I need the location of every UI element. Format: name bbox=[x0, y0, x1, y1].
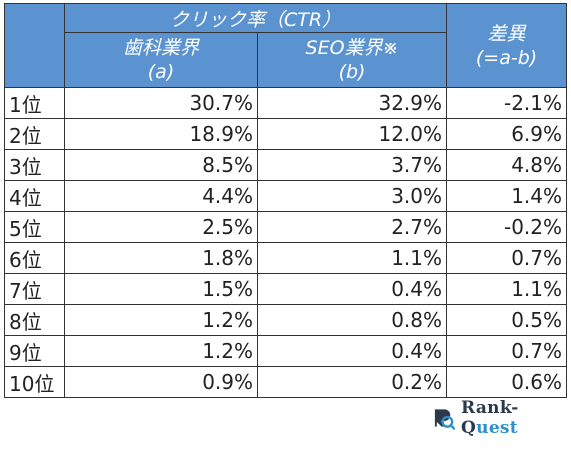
rank-cell: 4位 bbox=[4, 180, 65, 212]
seo-ctr-cell: 1.1% bbox=[256, 242, 448, 274]
dental-ctr-cell: 30.7% bbox=[64, 87, 258, 119]
table-row: 8位 1.2% 0.8% 0.5% bbox=[4, 304, 568, 336]
rank-header-cell bbox=[4, 3, 65, 88]
seo-ctr-cell: 3.0% bbox=[256, 180, 448, 212]
rank-cell: 8位 bbox=[4, 304, 65, 336]
diff-header: 差異 (=a-b) bbox=[446, 3, 568, 88]
table-body: 1位 30.7% 32.9% -2.1% 2位 18.9% 12.0% 6.9% 3位 8.5% 3… bbox=[4, 87, 568, 398]
dental-ctr-cell: 1.2% bbox=[64, 335, 258, 367]
seo-header-label: SEO業界※ bbox=[305, 37, 399, 59]
table-row: 5位 2.5% 2.7% -0.2% bbox=[4, 211, 568, 243]
rank-quest-logo-icon bbox=[434, 409, 456, 430]
logo-text-accent: uest bbox=[476, 418, 518, 438]
table-row: 10位 0.9% 0.2% 0.6% bbox=[4, 366, 568, 398]
seo-ctr-cell: 32.9% bbox=[256, 87, 448, 119]
dental-ctr-cell: 1.8% bbox=[64, 242, 258, 274]
dental-ctr-cell: 1.2% bbox=[64, 304, 258, 336]
seo-ctr-cell: 0.2% bbox=[256, 366, 448, 398]
logo-text-main: Rank-Q bbox=[461, 398, 519, 438]
seo-ctr-cell: 12.0% bbox=[256, 118, 448, 150]
ctr-comparison-table: クリック率（CTR） 差異 (=a-b) 歯科業界 (a) SEO業界※ (b)… bbox=[4, 3, 568, 398]
diff-cell: 4.8% bbox=[446, 149, 568, 181]
seo-ctr-cell: 0.8% bbox=[256, 304, 448, 336]
dental-ctr-cell: 4.4% bbox=[64, 180, 258, 212]
seo-ctr-cell: 2.7% bbox=[256, 211, 448, 243]
dental-ctr-cell: 0.9% bbox=[64, 366, 258, 398]
diff-cell: 0.7% bbox=[446, 242, 568, 274]
table-row: 2位 18.9% 12.0% 6.9% bbox=[4, 118, 568, 150]
seo-ctr-cell: 3.7% bbox=[256, 149, 448, 181]
diff-cell: -2.1% bbox=[446, 87, 568, 119]
seo-ctr-cell: 0.4% bbox=[256, 273, 448, 305]
dental-ctr-cell: 8.5% bbox=[64, 149, 258, 181]
diff-header-label: 差異 bbox=[487, 22, 526, 45]
table-row: 6位 1.8% 1.1% 0.7% bbox=[4, 242, 568, 274]
diff-cell: -0.2% bbox=[446, 211, 568, 243]
diff-cell: 0.7% bbox=[446, 335, 568, 367]
rank-cell: 3位 bbox=[4, 149, 65, 181]
diff-cell: 0.5% bbox=[446, 304, 568, 336]
rank-cell: 6位 bbox=[4, 242, 65, 274]
rank-cell: 7位 bbox=[4, 273, 65, 305]
dental-industry-header: 歯科業界 (a) bbox=[64, 32, 258, 88]
rank-cell: 9位 bbox=[4, 335, 65, 367]
table-row: 4位 4.4% 3.0% 1.4% bbox=[4, 180, 568, 212]
diff-cell: 1.1% bbox=[446, 273, 568, 305]
rank-cell: 10位 bbox=[4, 366, 65, 398]
seo-header-sub: (b) bbox=[338, 61, 366, 83]
rank-cell: 1位 bbox=[4, 87, 65, 119]
seo-industry-header: SEO業界※ (b) bbox=[256, 32, 448, 88]
diff-header-formula: (=a-b) bbox=[475, 46, 538, 69]
table-row: 9位 1.2% 0.4% 0.7% bbox=[4, 335, 568, 367]
seo-ctr-cell: 0.4% bbox=[256, 335, 448, 367]
table-row: 3位 8.5% 3.7% 4.8% bbox=[4, 149, 568, 181]
table-row: 7位 1.5% 0.4% 1.1% bbox=[4, 273, 568, 305]
logo-text: Rank-Quest bbox=[461, 398, 571, 438]
rank-cell: 5位 bbox=[4, 211, 65, 243]
dental-header-label: 歯科業界 bbox=[122, 37, 199, 59]
table-row: 1位 30.7% 32.9% -2.1% bbox=[4, 87, 568, 119]
dental-ctr-cell: 1.5% bbox=[64, 273, 258, 305]
dental-header-sub: (a) bbox=[147, 61, 175, 83]
rank-quest-logo: Rank-Quest bbox=[432, 398, 571, 438]
rank-cell: 2位 bbox=[4, 118, 65, 150]
diff-cell: 6.9% bbox=[446, 118, 568, 150]
diff-cell: 0.6% bbox=[446, 366, 568, 398]
dental-ctr-cell: 2.5% bbox=[64, 211, 258, 243]
ctr-group-header: クリック率（CTR） bbox=[63, 3, 448, 33]
diff-cell: 1.4% bbox=[446, 180, 568, 212]
dental-ctr-cell: 18.9% bbox=[64, 118, 258, 150]
